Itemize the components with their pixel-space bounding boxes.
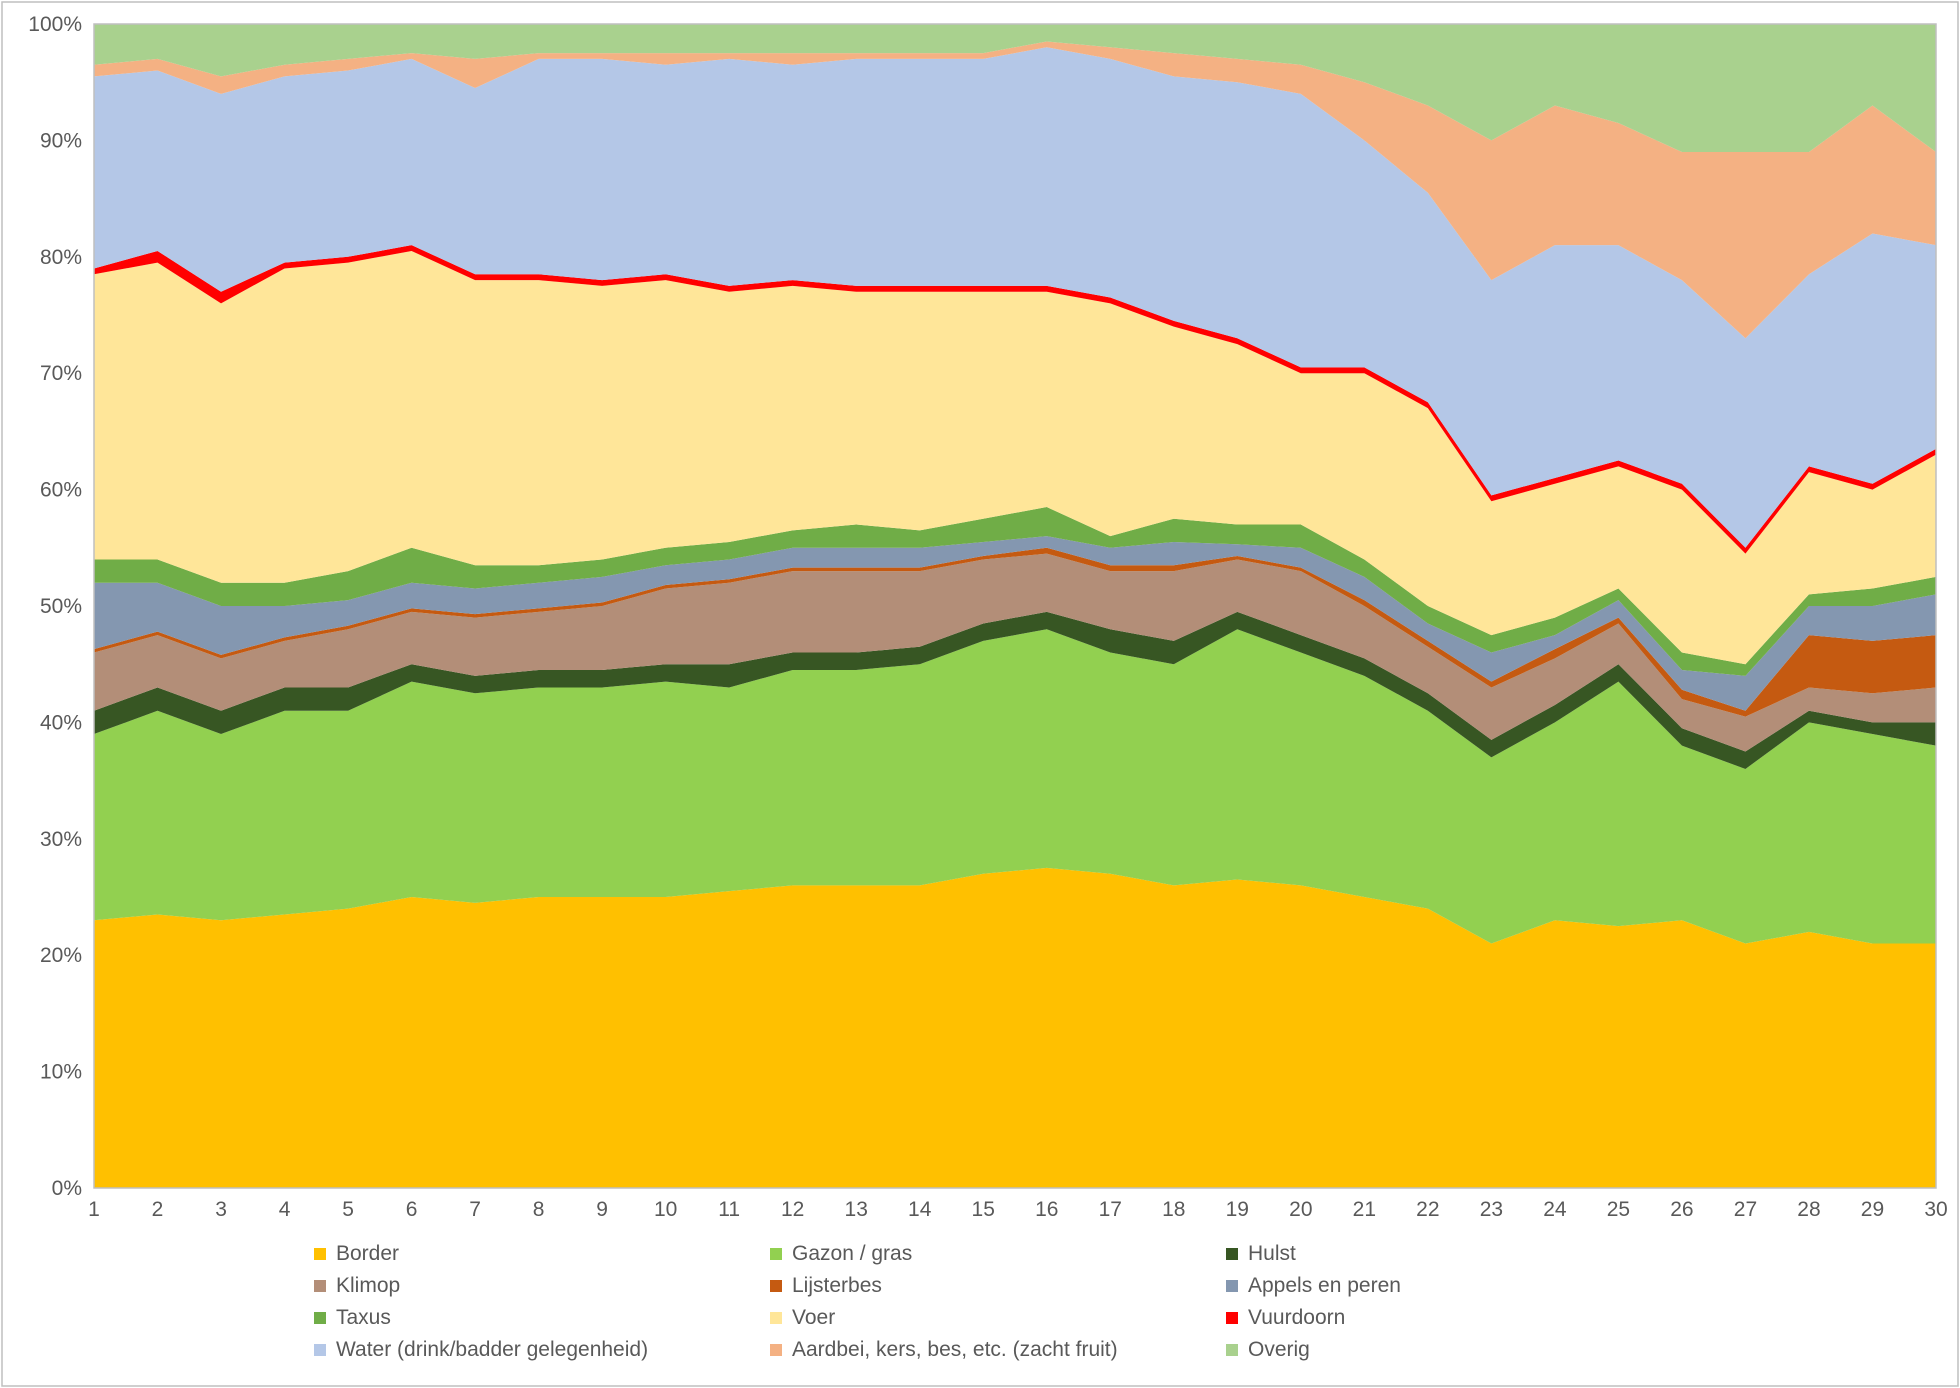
x-axis-label: 14 xyxy=(908,1198,932,1221)
x-axis-label: 30 xyxy=(1924,1198,1947,1221)
x-axis-label: 27 xyxy=(1734,1198,1757,1221)
x-axis-label: 7 xyxy=(469,1198,481,1221)
y-axis-label: 60% xyxy=(40,479,82,502)
legend-label: Hulst xyxy=(1248,1242,1296,1265)
y-axis-label: 70% xyxy=(40,362,82,385)
legend-label: Vuurdoorn xyxy=(1248,1306,1345,1329)
legend-label: Border xyxy=(336,1242,399,1265)
x-axis-label: 29 xyxy=(1861,1198,1884,1221)
y-axis-label: 90% xyxy=(40,129,82,152)
legend-label: Lijsterbes xyxy=(792,1274,882,1297)
x-axis-label: 18 xyxy=(1162,1198,1185,1221)
y-axis-label: 30% xyxy=(40,828,82,851)
x-axis-label: 19 xyxy=(1226,1198,1249,1221)
chart-container: 0%10%20%30%40%50%60%70%80%90%100%1234567… xyxy=(0,0,1960,1388)
legend-swatch xyxy=(770,1280,782,1292)
legend-swatch xyxy=(770,1312,782,1324)
x-axis-label: 11 xyxy=(718,1198,740,1221)
legend-swatch xyxy=(1226,1312,1238,1324)
y-axis-label: 0% xyxy=(52,1177,82,1200)
legend-swatch xyxy=(314,1312,326,1324)
legend-swatch xyxy=(314,1248,326,1260)
x-axis-label: 3 xyxy=(215,1198,227,1221)
legend-swatch xyxy=(770,1344,782,1356)
legend-label: Aardbei, kers, bes, etc. (zacht fruit) xyxy=(792,1338,1118,1361)
legend-label: Klimop xyxy=(336,1274,400,1297)
legend-swatch xyxy=(314,1280,326,1292)
legend-label: Appels en peren xyxy=(1248,1274,1401,1297)
x-axis-label: 21 xyxy=(1353,1198,1376,1221)
legend-swatch xyxy=(1226,1248,1238,1260)
legend-swatch xyxy=(770,1248,782,1260)
x-axis-label: 22 xyxy=(1416,1198,1439,1221)
y-axis-label: 40% xyxy=(40,711,82,734)
x-axis-label: 4 xyxy=(279,1198,291,1221)
x-axis-label: 16 xyxy=(1035,1198,1058,1221)
x-axis-label: 13 xyxy=(845,1198,868,1221)
stacked-area-chart: 0%10%20%30%40%50%60%70%80%90%100%1234567… xyxy=(0,0,1960,1388)
x-axis-label: 20 xyxy=(1289,1198,1312,1221)
x-axis-label: 8 xyxy=(533,1198,545,1221)
legend-swatch xyxy=(314,1344,326,1356)
y-axis-label: 80% xyxy=(40,246,82,269)
y-axis-label: 10% xyxy=(40,1061,82,1084)
x-axis-label: 1 xyxy=(88,1198,100,1221)
x-axis-label: 9 xyxy=(596,1198,608,1221)
x-axis-label: 26 xyxy=(1670,1198,1693,1221)
legend-label: Water (drink/badder gelegenheid) xyxy=(336,1338,648,1361)
x-axis-label: 12 xyxy=(781,1198,804,1221)
x-axis-label: 6 xyxy=(406,1198,418,1221)
legend-label: Gazon / gras xyxy=(792,1242,912,1265)
x-axis-label: 23 xyxy=(1480,1198,1503,1221)
legend-label: Taxus xyxy=(336,1306,391,1329)
x-axis-label: 24 xyxy=(1543,1198,1567,1221)
y-axis-label: 20% xyxy=(40,944,82,967)
x-axis-label: 5 xyxy=(342,1198,354,1221)
x-axis-label: 15 xyxy=(972,1198,995,1221)
x-axis-label: 28 xyxy=(1797,1198,1820,1221)
x-axis-label: 10 xyxy=(654,1198,677,1221)
legend-label: Overig xyxy=(1248,1338,1310,1361)
y-axis-label: 50% xyxy=(40,595,82,618)
legend-swatch xyxy=(1226,1280,1238,1292)
x-axis-label: 17 xyxy=(1099,1198,1122,1221)
legend-label: Voer xyxy=(792,1306,835,1329)
x-axis-label: 2 xyxy=(152,1198,164,1221)
x-axis-label: 25 xyxy=(1607,1198,1630,1221)
y-axis-label: 100% xyxy=(28,13,82,36)
legend-swatch xyxy=(1226,1344,1238,1356)
